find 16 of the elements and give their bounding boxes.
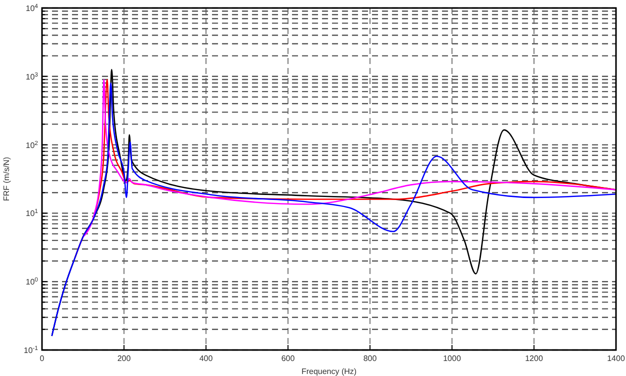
x-tick-label: 1200 bbox=[525, 354, 544, 363]
y-axis-title: FRF (m/s/N) bbox=[2, 156, 11, 201]
x-tick-label: 1400 bbox=[607, 354, 626, 363]
y-tick-label: 10$^{1}$ bbox=[26, 208, 39, 218]
y-tick-label: 10$^{4}$ bbox=[26, 3, 39, 13]
x-tick-label: 0 bbox=[40, 354, 45, 363]
y-tick-label: 10$^{2}$ bbox=[26, 140, 39, 150]
x-tick-label: 400 bbox=[199, 354, 214, 363]
x-tick-label: 1000 bbox=[443, 354, 462, 363]
x-tick-label: 800 bbox=[363, 354, 378, 363]
y-tick-label: 10$^{-1}$ bbox=[24, 345, 39, 355]
y-tick-label: 10$^{3}$ bbox=[26, 71, 39, 82]
x-tick-label: 200 bbox=[117, 354, 132, 363]
x-axis-title: Frequency (Hz) bbox=[301, 367, 357, 376]
y-tick-label: 10$^{0}$ bbox=[26, 276, 39, 287]
x-tick-label: 600 bbox=[281, 354, 296, 363]
